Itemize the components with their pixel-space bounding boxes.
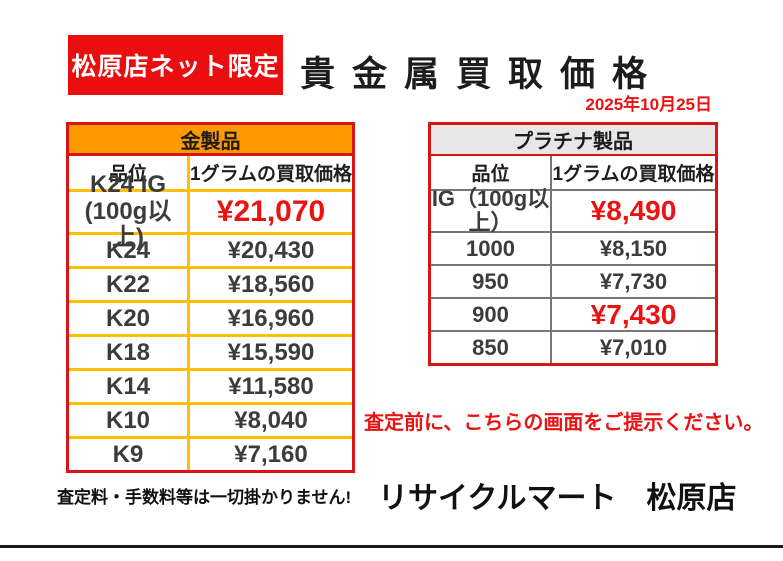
table-row: 850 ¥7,010 xyxy=(431,332,715,363)
gold-grade: K9 xyxy=(69,439,190,470)
gold-grade: K22 xyxy=(69,269,190,300)
platinum-col-grade: 品位 xyxy=(431,156,552,189)
gold-price: ¥15,590 xyxy=(227,338,315,366)
gold-grade: K14 xyxy=(69,371,190,402)
gold-table-title: 金製品 xyxy=(69,125,352,156)
gold-price: ¥16,960 xyxy=(227,304,315,332)
table-row: 1000 ¥8,150 xyxy=(431,233,715,266)
store-name: リサイクルマート 松原店 xyxy=(378,482,737,515)
platinum-grade: 1000 xyxy=(431,233,552,264)
platinum-price: ¥7,730 xyxy=(599,268,668,294)
table-row: K10 ¥8,040 xyxy=(69,405,352,439)
table-row: K24 IG (100g以上) ¥21,070 xyxy=(69,172,352,251)
table-row: 900 ¥7,430 xyxy=(431,299,715,332)
gold-price: ¥8,040 xyxy=(234,406,308,434)
platinum-table-title: プラチナ製品 xyxy=(431,125,715,156)
gold-table-header-row: 品位 1グラムの買取価格 xyxy=(69,156,352,192)
gold-price: ¥7,160 xyxy=(234,440,308,468)
gold-grade: K20 xyxy=(69,303,190,334)
gold-col-price: 1グラムの買取価格 xyxy=(190,164,352,185)
platinum-grade-ig: IG（100g以上） xyxy=(431,186,552,235)
platinum-grade: 950 xyxy=(431,266,552,297)
platinum-grade: 900 xyxy=(431,299,552,330)
banner-label: 松原店ネット限定 xyxy=(71,53,280,81)
gold-price: ¥11,580 xyxy=(228,372,314,400)
platinum-price: ¥8,150 xyxy=(599,235,668,261)
table-row: K18 ¥15,590 xyxy=(69,337,352,371)
gold-price-table: 金製品 品位 1グラムの買取価格 K24 IG (100g以上) ¥21,070… xyxy=(66,122,355,473)
platinum-price: ¥7,010 xyxy=(599,334,668,360)
no-fee-footnote: 査定料・手数料等は一切掛かりません! xyxy=(57,488,352,507)
platinum-price-ig: ¥8,490 xyxy=(590,195,677,226)
grade-line2: (100g以上) xyxy=(84,197,172,252)
table-row: K22 ¥18,560 xyxy=(69,269,352,303)
gold-grade-k24ig: K24 IG (100g以上) xyxy=(69,172,190,251)
price-date: 2025年10月25日 xyxy=(585,95,712,114)
gold-grade: K18 xyxy=(69,337,190,368)
platinum-table-header-row: 品位 1グラムの買取価格 xyxy=(431,156,715,191)
table-row: K14 ¥11,580 xyxy=(69,371,352,405)
platinum-price-900: ¥7,430 xyxy=(590,298,677,330)
table-row: 950 ¥7,730 xyxy=(431,266,715,299)
net-exclusive-banner: 松原店ネット限定 xyxy=(68,35,283,95)
gold-price: ¥18,560 xyxy=(227,270,315,298)
table-row: K20 ¥16,960 xyxy=(69,303,352,337)
presentation-notice: 査定前に、こちらの画面をご提示ください。 xyxy=(364,412,764,434)
table-row: IG（100g以上） ¥8,490 xyxy=(431,186,715,235)
gold-col-grade: 品位 xyxy=(69,156,190,189)
gold-price: ¥20,430 xyxy=(227,236,315,264)
gold-grade: K10 xyxy=(69,405,190,436)
platinum-col-price: 1グラムの買取価格 xyxy=(552,164,715,185)
table-row: K24 ¥20,430 xyxy=(69,235,352,269)
gold-price-k24ig: ¥21,070 xyxy=(216,195,326,228)
platinum-grade: 850 xyxy=(431,332,552,363)
grade-line1: K24 IG xyxy=(89,171,167,199)
table-row: K9 ¥7,160 xyxy=(69,439,352,470)
page-title: 貴金属買取価格 xyxy=(300,55,665,94)
gold-grade: K24 xyxy=(69,235,190,266)
bottom-divider xyxy=(0,545,783,548)
platinum-price-table: プラチナ製品 品位 1グラムの買取価格 IG（100g以上） ¥8,490 10… xyxy=(428,122,718,366)
